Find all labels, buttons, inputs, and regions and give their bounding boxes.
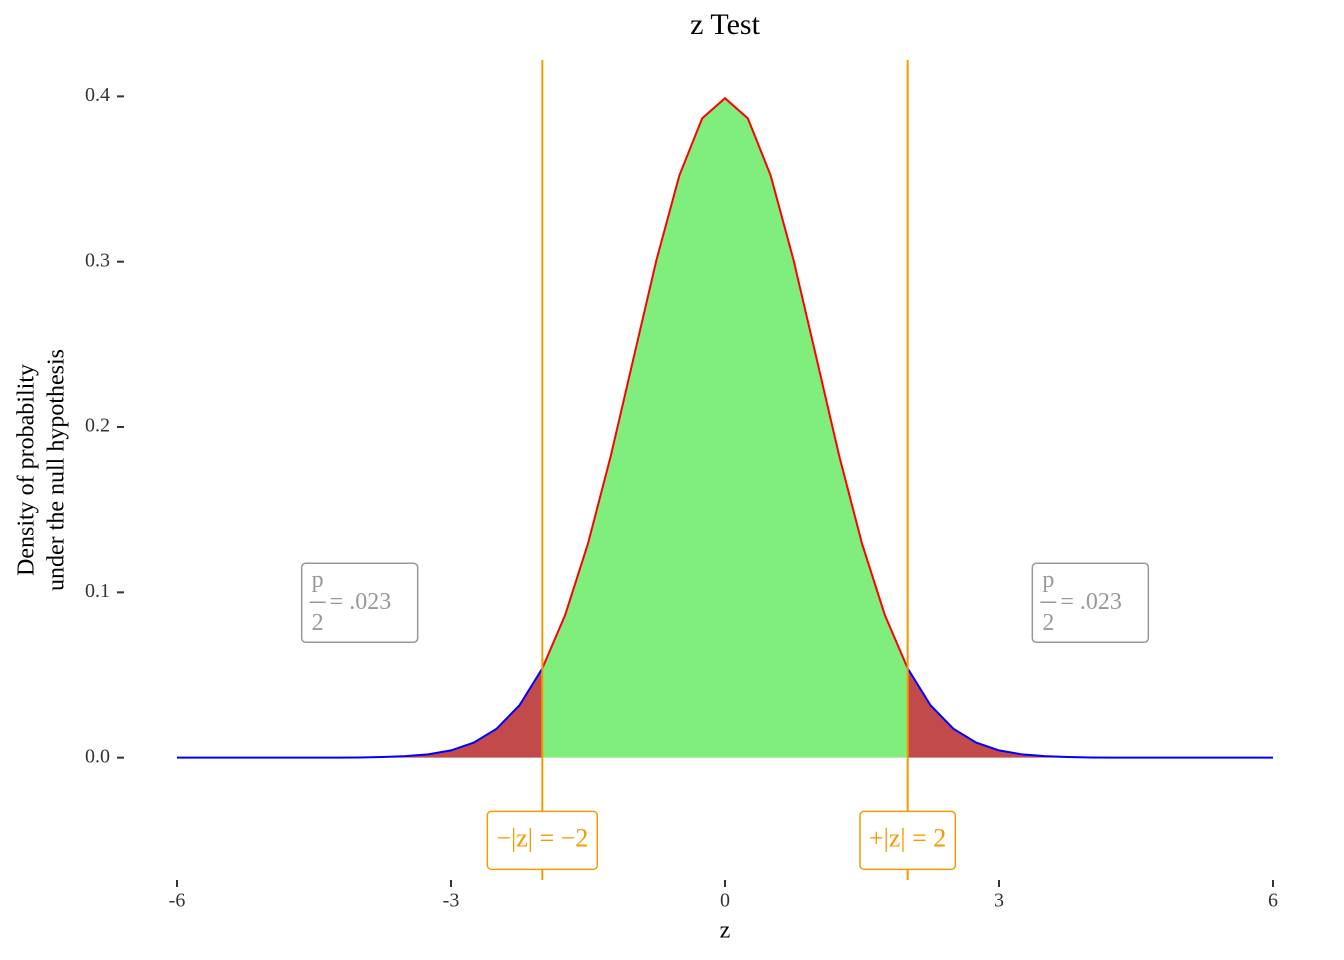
critical-label: −|z| = −2 [486,810,599,871]
center-area [542,98,908,758]
y-tick-label: 0.3 [85,249,110,271]
y-tick-label: 0.0 [85,745,110,767]
y-axis-label: under the null hypothesis [44,349,70,591]
critical-label-box [486,810,599,871]
annotation-numerator: p [312,567,324,593]
annotation-denominator: 2 [312,610,324,636]
x-axis-label: z [720,918,731,944]
x-tick-label: -6 [169,890,186,912]
center-curve [541,96,909,669]
y-tick-label: 0.4 [85,84,110,106]
critical-label-text: +|z| = 2 [869,823,946,852]
critical-label-box [859,810,957,871]
annotation-denominator: 2 [1042,610,1054,636]
annotation-box [300,562,419,644]
y-tick-label: 0.2 [85,415,110,437]
p-annotation: p 2= .023 [1031,562,1150,644]
tail-curve [177,667,544,759]
chart-title: z Test [690,8,760,41]
tail-area [907,668,1273,758]
y-axis-label: Density of probability [14,364,40,576]
y-tick-label: 0.1 [85,580,110,602]
annotation-numerator: p [1042,567,1054,593]
tail-area [177,668,543,758]
critical-label: +|z| = 2 [859,810,957,871]
critical-label-text: −|z| = −2 [496,823,588,852]
x-tick-label: -3 [443,890,460,912]
tail-curve [906,667,1273,759]
p-annotation: p 2= .023 [300,562,419,644]
x-tick-label: 6 [1268,890,1278,912]
annotation-text: = .023 [1060,589,1122,615]
x-tick-label: 0 [720,890,730,912]
annotation-box [1031,562,1150,644]
annotation-text: = .023 [330,589,392,615]
x-tick-label: 3 [994,890,1004,912]
